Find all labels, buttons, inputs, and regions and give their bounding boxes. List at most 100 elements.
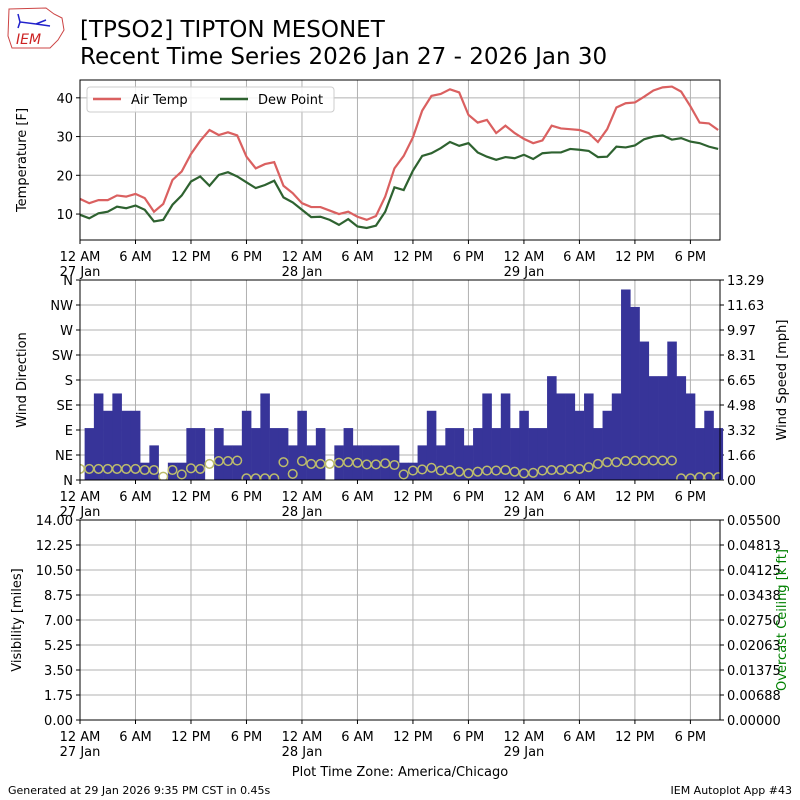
wind-speed-bar [177, 462, 187, 480]
y2-tick-label: 0.00 [727, 474, 756, 489]
x-date-label: 28 Jan [282, 745, 323, 760]
wind-direction-point [444, 464, 455, 476]
iem-logo: IEM [7, 7, 65, 49]
wind-speed-bar [315, 428, 326, 480]
y2-tick-label: 0.03438 [727, 589, 781, 604]
wind-speed-bar [140, 462, 150, 480]
x-tick-label: 6 AM [563, 490, 596, 505]
wind-speed-bar [167, 462, 178, 480]
x-tick-label: 6 AM [119, 490, 152, 505]
y-tick-label: 5.25 [44, 639, 73, 654]
y-tick-label: 14.00 [36, 514, 73, 529]
y-tick-label: SW [52, 349, 73, 364]
x-date-label: 29 Jan [504, 745, 545, 760]
wind-speed-bar [426, 410, 437, 480]
legend-label: Dew Point [258, 93, 323, 108]
wind-direction-point [528, 467, 539, 478]
x-tick-label: 6 PM [453, 490, 484, 505]
wind-speed-bar [648, 376, 659, 480]
wind-direction-point [555, 464, 566, 476]
x-tick-label: 12 PM [393, 730, 433, 745]
wind-direction-point [148, 464, 160, 476]
wind-speed-bar [186, 428, 196, 480]
x-tick-label: 6 PM [231, 490, 262, 505]
wind-speed-bar [371, 445, 381, 480]
y-tick-label: 1.75 [44, 689, 73, 704]
wind-direction-point [574, 463, 585, 474]
y2-tick-label: 0.04813 [727, 539, 781, 554]
wind-speed-bar [556, 393, 566, 480]
wind-direction-point [713, 472, 720, 480]
wind-direction-point [509, 466, 520, 477]
dew-point-line [80, 134, 719, 230]
x-tick-label: 6 AM [563, 730, 596, 745]
y2-tick-label: 0.01375 [727, 664, 781, 679]
svg-text:IEM: IEM [16, 32, 41, 48]
y2-tick-label: 0.00000 [727, 714, 781, 729]
wind-speed-bar [593, 428, 603, 480]
wind-speed-bar [352, 445, 363, 480]
wind-speed-bar [695, 428, 705, 480]
x-date-label: 28 Jan [282, 265, 323, 280]
wind-speed-bar [93, 393, 104, 480]
y2-tick-label: 1.66 [727, 449, 756, 464]
x-tick-label: 6 AM [341, 250, 374, 265]
y2-tick-label: 9.97 [727, 324, 756, 339]
x-tick-label: 6 PM [675, 250, 706, 265]
x-axis-label: Plot Time Zone: America/Chicago [292, 765, 508, 780]
y-tick-label: N [63, 474, 73, 489]
x-tick-label: 6 AM [563, 250, 596, 265]
wind-speed-bar [269, 428, 280, 480]
wind-direction-point [666, 455, 677, 466]
y-tick-label: N [63, 274, 73, 289]
wind-direction-point [426, 462, 437, 473]
wind-speed-bar [658, 376, 668, 480]
wind-direction-point [167, 464, 178, 476]
footer-generated: Generated at 29 Jan 2026 9:35 PM CST in … [8, 784, 271, 797]
wind-speed-bar [528, 428, 539, 480]
y-tick-label: 8.75 [44, 589, 73, 604]
y-tick-label: NW [50, 299, 73, 314]
x-tick-label: 12 PM [171, 490, 211, 505]
x-date-label: 27 Jan [60, 505, 101, 520]
wind-speed-bar [130, 410, 141, 480]
wind-speed-bar [537, 428, 548, 480]
footer-app: IEM Autoplot App #43 [670, 784, 793, 797]
axes-frame [79, 279, 721, 481]
wind-direction-point [417, 464, 428, 475]
x-tick-label: 12 AM [60, 730, 101, 745]
wind-speed-bar [639, 341, 650, 480]
x-tick-label: 6 PM [231, 250, 262, 265]
y2-tick-label: 8.31 [727, 349, 756, 364]
wind-speed-bar [121, 410, 132, 480]
x-tick-label: 12 PM [615, 250, 655, 265]
wind-speed-bar [408, 462, 418, 480]
y2-tick-label: 0.05500 [727, 514, 781, 529]
wind-speed-bar [685, 393, 696, 480]
wind-direction-point [500, 464, 511, 476]
y-tick-label: 12.25 [36, 539, 73, 554]
wind-direction-point [269, 473, 280, 480]
wind-direction-point [398, 469, 409, 480]
wind-speed-bar [436, 445, 446, 480]
air-temp-line [80, 85, 719, 222]
y-tick-label: 10 [56, 208, 73, 223]
wind-speed-bar [278, 428, 289, 480]
y-tick-label: W [60, 324, 73, 339]
wind-direction-point [324, 458, 335, 469]
wind-speed-bar [306, 445, 317, 480]
y-tick-label: 20 [56, 169, 73, 184]
wind-speed-bar [445, 428, 455, 480]
wind-speed-bar [519, 410, 529, 480]
wind-direction-point [472, 466, 483, 477]
x-date-label: 29 Jan [504, 265, 545, 280]
x-tick-label: 12 PM [393, 250, 433, 265]
axes-frame [79, 519, 721, 721]
x-date-label: 29 Jan [504, 505, 545, 520]
y2-tick-label: 0.02750 [727, 614, 781, 629]
wind-speed-bar [500, 393, 511, 480]
wind-direction-point [176, 469, 187, 480]
wind-speed-bar [103, 410, 113, 480]
